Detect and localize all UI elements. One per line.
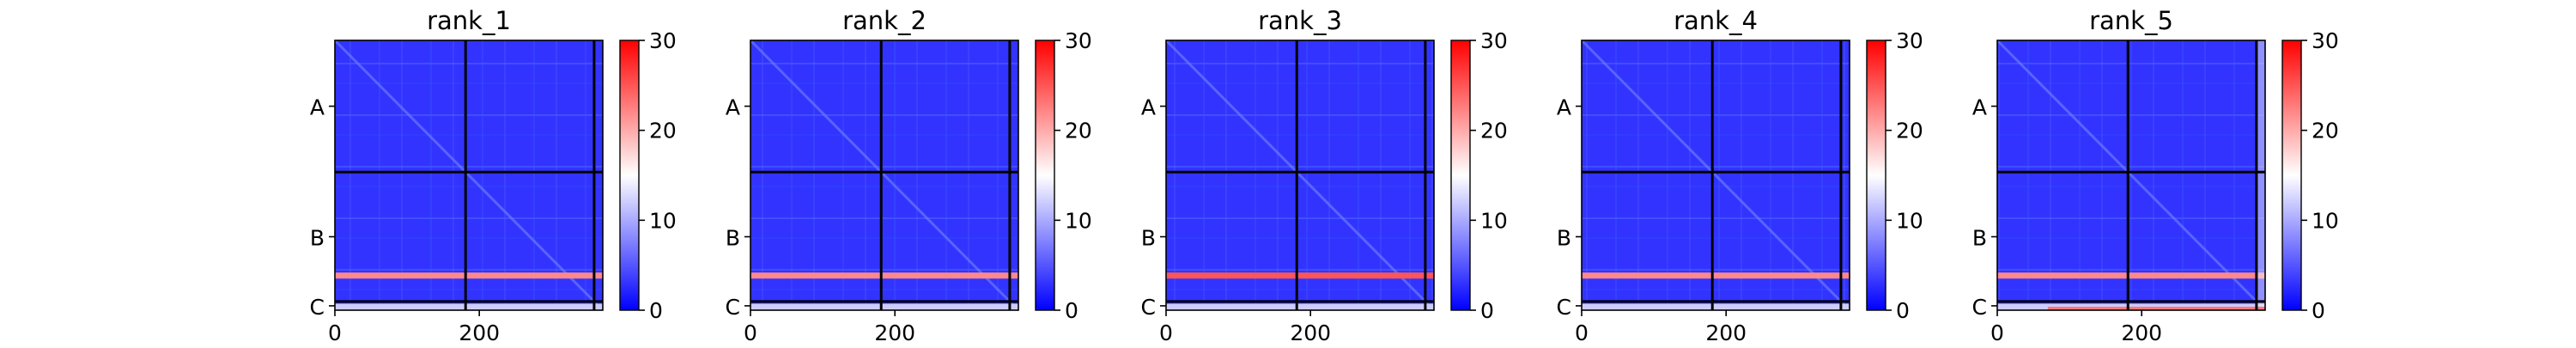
x-tick-label: 0 <box>1575 321 1589 344</box>
colorbar <box>2281 40 2302 311</box>
y-tick-label: C <box>1972 295 1987 320</box>
y-tick-label: A <box>1557 95 1571 120</box>
heatmap-diagonal <box>1996 39 2129 174</box>
colorbar-tick-label: 10 <box>649 208 677 233</box>
colorbar-tick-label: 10 <box>1480 208 1508 233</box>
colorbar-tick-label: 20 <box>1065 119 1092 143</box>
y-tick-label: B <box>1557 226 1571 251</box>
y-tick-label: C <box>310 295 325 320</box>
chart-title: rank_4 <box>1674 6 1758 35</box>
heatmap-row-band <box>1166 272 1434 279</box>
colorbar-tick-label: 0 <box>649 298 663 323</box>
colorbar-tick-label: 10 <box>2312 208 2339 233</box>
axes-frame <box>334 40 604 311</box>
heatmap-row-band <box>750 303 1018 310</box>
colorbar-tick-label: 30 <box>1480 28 1508 53</box>
x-tick-label: 200 <box>1705 321 1747 344</box>
y-tick-label: A <box>1972 95 1987 120</box>
chart-title: rank_1 <box>427 6 511 35</box>
y-tick-label: B <box>1141 226 1156 251</box>
colorbar-tick-label: 20 <box>1480 119 1508 143</box>
colorbar-tick-label: 30 <box>1065 28 1092 53</box>
heatmap-diagonal <box>1164 39 1298 174</box>
colorbar-tick-label: 20 <box>649 119 677 143</box>
heatmap-diagonal <box>749 39 883 174</box>
colorbar <box>619 40 640 311</box>
heatmap-diagonal <box>333 39 467 174</box>
heatmap-row-band <box>335 272 603 279</box>
heatmap-row-band <box>335 303 603 310</box>
heatmap-diagonal <box>1711 171 1842 302</box>
chart-title: rank_5 <box>2089 6 2173 35</box>
colorbar-tick-label: 0 <box>1065 298 1078 323</box>
y-tick-label: A <box>310 95 325 120</box>
y-tick-label: C <box>726 295 740 320</box>
heatmap-diagonal <box>1296 171 1426 302</box>
x-tick-label: 0 <box>744 321 757 344</box>
colorbar-tick-label: 10 <box>1896 208 1923 233</box>
colorbar-tick-label: 0 <box>1480 298 1494 323</box>
x-tick-label: 0 <box>1159 321 1173 344</box>
heatmap-row-band <box>750 272 1018 279</box>
colorbar-tick-label: 30 <box>649 28 677 53</box>
colorbar-tick-label: 20 <box>2312 119 2339 143</box>
heatmap-diagonal <box>2127 171 2257 302</box>
y-tick-label: B <box>310 226 325 251</box>
colorbar <box>1035 40 1055 311</box>
colorbar-tick-label: 30 <box>2312 28 2339 53</box>
chart-title: rank_2 <box>842 6 927 35</box>
heatmap-diagonal <box>1580 39 1714 174</box>
colorbar-tick-label: 0 <box>1896 298 1910 323</box>
colorbar-tick-label: 20 <box>1896 119 1923 143</box>
heatmap-diagonal <box>465 171 595 302</box>
colorbar <box>1866 40 1886 311</box>
axes-frame <box>750 40 1019 311</box>
y-tick-label: B <box>1972 226 1987 251</box>
axes-frame <box>1165 40 1435 311</box>
y-tick-label: A <box>726 95 740 120</box>
x-tick-label: 0 <box>1990 321 2004 344</box>
heatmap-row-band <box>1997 272 2265 279</box>
heatmap-row-band <box>1166 303 1434 310</box>
colorbar-tick-label: 0 <box>2312 298 2325 323</box>
colorbar <box>1450 40 1471 311</box>
heatmap-diagonal <box>880 171 1011 302</box>
y-tick-label: C <box>1141 295 1156 320</box>
y-tick-label: C <box>1557 295 1571 320</box>
heatmap-column-band <box>2256 40 2265 310</box>
x-tick-label: 200 <box>1290 321 1331 344</box>
heatmap-row-band <box>1582 303 1850 310</box>
colorbar-tick-label: 10 <box>1065 208 1092 233</box>
x-tick-label: 200 <box>2121 321 2162 344</box>
heatmap-bottom-region <box>2047 306 2265 310</box>
heatmap-row-band <box>1582 272 1850 279</box>
y-tick-label: A <box>1141 95 1156 120</box>
x-tick-label: 200 <box>874 321 915 344</box>
y-tick-label: B <box>726 226 740 251</box>
x-tick-label: 200 <box>459 321 500 344</box>
axes-frame <box>1996 40 2266 311</box>
colorbar-tick-label: 30 <box>1896 28 1923 53</box>
chart-title: rank_3 <box>1258 6 1342 35</box>
axes-frame <box>1581 40 1850 311</box>
x-tick-label: 0 <box>328 321 342 344</box>
